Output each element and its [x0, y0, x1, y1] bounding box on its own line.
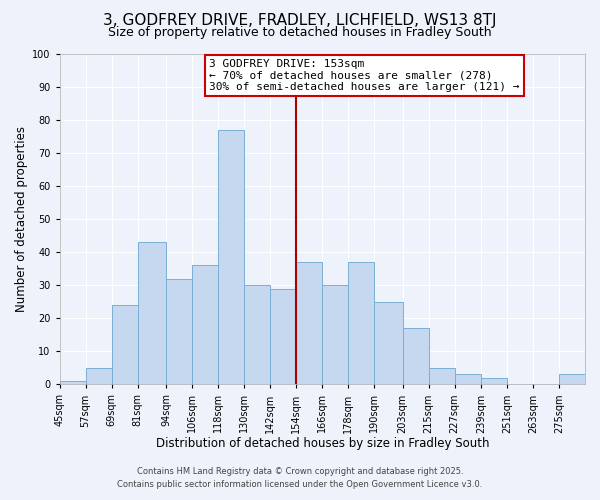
Bar [374, 302, 403, 384]
Bar [112, 305, 138, 384]
Bar [192, 266, 218, 384]
Y-axis label: Number of detached properties: Number of detached properties [15, 126, 28, 312]
Bar [559, 374, 585, 384]
Bar [349, 262, 374, 384]
Text: Size of property relative to detached houses in Fradley South: Size of property relative to detached ho… [108, 26, 492, 39]
Bar [218, 130, 244, 384]
Bar [270, 288, 296, 384]
Bar [322, 285, 349, 384]
Bar [59, 381, 86, 384]
Bar [138, 242, 166, 384]
Bar [455, 374, 481, 384]
Bar [428, 368, 455, 384]
Text: 3, GODFREY DRIVE, FRADLEY, LICHFIELD, WS13 8TJ: 3, GODFREY DRIVE, FRADLEY, LICHFIELD, WS… [103, 12, 497, 28]
Bar [166, 278, 192, 384]
X-axis label: Distribution of detached houses by size in Fradley South: Distribution of detached houses by size … [155, 437, 489, 450]
Bar [481, 378, 507, 384]
Bar [244, 285, 270, 384]
Bar [296, 262, 322, 384]
Bar [403, 328, 428, 384]
Bar [86, 368, 112, 384]
Text: Contains HM Land Registry data © Crown copyright and database right 2025.
Contai: Contains HM Land Registry data © Crown c… [118, 468, 482, 489]
Text: 3 GODFREY DRIVE: 153sqm
← 70% of detached houses are smaller (278)
30% of semi-d: 3 GODFREY DRIVE: 153sqm ← 70% of detache… [209, 59, 520, 92]
